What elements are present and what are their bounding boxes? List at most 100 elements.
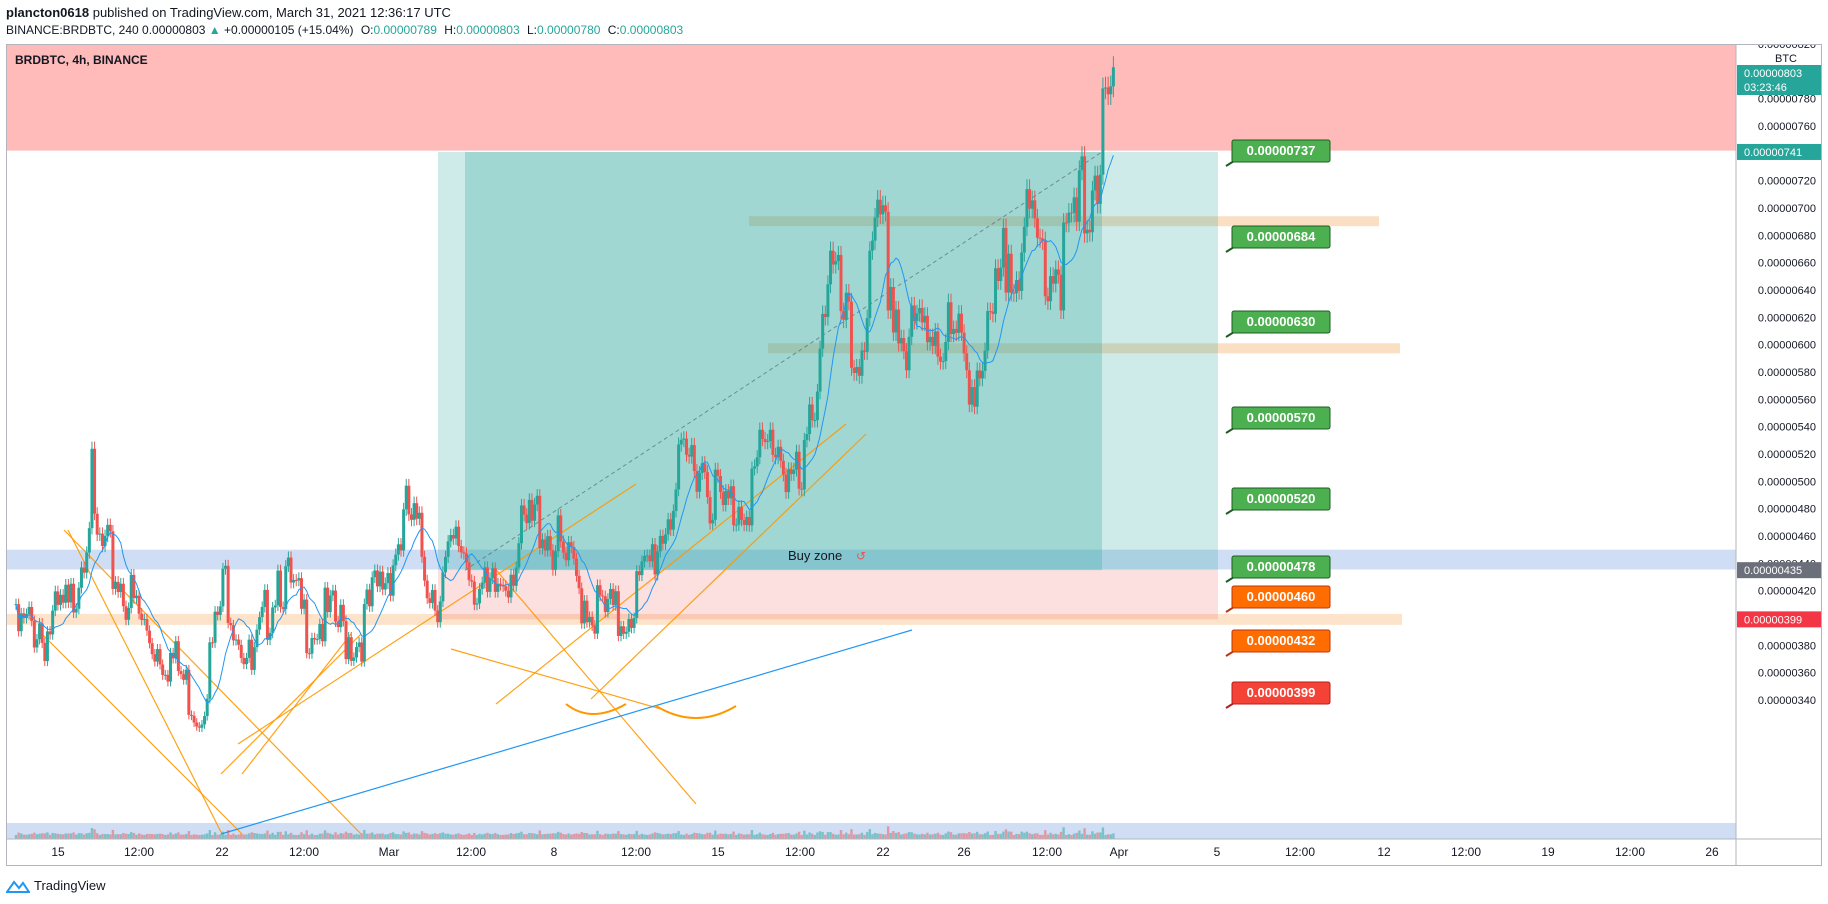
candle-body <box>959 313 963 333</box>
candle-body <box>467 562 471 581</box>
candle-body <box>433 589 437 611</box>
y-tick-label: 0.00000600 <box>1758 340 1816 352</box>
volume-bar <box>122 833 125 839</box>
y-tick-label: 0.00000820 <box>1758 44 1816 51</box>
author[interactable]: plancton0618 <box>6 5 90 20</box>
candle-body <box>43 642 47 662</box>
volume-bar <box>1002 831 1005 839</box>
volume-bar <box>1072 833 1076 839</box>
volume-bar <box>947 831 950 839</box>
candle-body <box>250 639 254 670</box>
candle-body <box>27 606 31 615</box>
candle-body <box>716 469 720 476</box>
candle-body <box>836 254 840 262</box>
trend-line-6 <box>241 633 352 775</box>
tradingview-footer[interactable]: TradingView <box>6 878 106 893</box>
candle-body <box>842 311 846 320</box>
published-text: published on TradingView.com, March 31, … <box>92 5 451 20</box>
high-value: 0.00000803 <box>456 23 520 37</box>
candle-body <box>543 539 547 551</box>
candle-body <box>789 469 793 474</box>
candle-body <box>276 570 280 606</box>
last-price: 0.00000803 <box>142 23 206 37</box>
volume-bar <box>132 832 136 839</box>
candle-body <box>1072 197 1076 213</box>
volume-bar <box>745 834 748 839</box>
volume-bar <box>714 830 717 839</box>
volume-bar <box>109 834 112 839</box>
volume-bar <box>740 833 743 839</box>
candle-body <box>430 589 434 603</box>
candle-body <box>818 348 822 392</box>
volume-bar <box>195 834 198 839</box>
volume-bar <box>331 834 335 839</box>
volume-bar <box>378 833 382 839</box>
volume-bar <box>38 833 41 839</box>
tradingview-logo-icon <box>6 879 30 893</box>
volume-bar <box>635 830 638 839</box>
volume-bar <box>601 834 604 839</box>
volume-bar <box>981 834 984 839</box>
candle-body <box>381 571 385 590</box>
volume-bar <box>483 833 487 839</box>
candle-body <box>216 611 220 615</box>
blue-trend-line <box>220 629 913 835</box>
candle-body <box>695 471 699 492</box>
x-tick-label: 12:00 <box>1032 845 1062 859</box>
candle-body <box>1056 269 1060 275</box>
candle-body <box>650 544 654 562</box>
volume-bar <box>944 833 947 839</box>
last-price-badge <box>1737 65 1822 95</box>
volume-bar <box>305 830 308 839</box>
volume-bar <box>915 834 919 839</box>
candle-body <box>826 284 830 318</box>
candle-body <box>569 542 573 548</box>
candle-body <box>1104 87 1108 89</box>
volume-bar <box>507 834 510 839</box>
candle-body <box>640 561 644 576</box>
candle-body <box>90 448 94 529</box>
volume-bar <box>418 834 421 839</box>
candle-body <box>1001 227 1005 268</box>
candle-body <box>538 495 542 549</box>
y-tick-label: 0.00000420 <box>1758 586 1816 598</box>
candle-body <box>79 567 83 588</box>
candle-body <box>383 583 387 590</box>
candle-body <box>506 590 510 598</box>
candle-body <box>645 555 649 557</box>
volume-bar <box>1036 833 1039 839</box>
volume-bar <box>795 833 798 839</box>
volume-bar <box>1109 834 1112 839</box>
volume-bar <box>82 834 86 839</box>
volume-bar <box>973 833 976 839</box>
target-1-box <box>1231 139 1331 163</box>
candle-body <box>35 639 39 648</box>
volume-bar <box>51 832 54 839</box>
footer-brand: TradingView <box>34 878 106 893</box>
price-chart[interactable]: Buy zone ↺ 0.00000737 0.00000684 0.00000630 0… <box>6 44 1822 866</box>
volume-bar <box>363 829 366 839</box>
volume-bar <box>1041 834 1044 839</box>
volume-bar <box>300 832 303 839</box>
candle-body <box>48 631 52 635</box>
volume-bar <box>1046 834 1050 839</box>
candle-body <box>205 698 209 717</box>
volume-bar <box>237 834 240 839</box>
candle-body <box>622 626 626 634</box>
candle-body <box>1025 189 1029 227</box>
candle-body <box>551 550 555 570</box>
candle-body <box>939 356 943 362</box>
candle-body <box>918 307 922 314</box>
candle-body <box>464 553 468 563</box>
candle-body <box>281 607 285 609</box>
volume-bar <box>420 831 424 839</box>
candle-body <box>425 580 429 599</box>
volume-bar <box>619 834 623 839</box>
volume-bar <box>308 834 311 839</box>
volume-bar <box>111 829 115 839</box>
candle-body <box>603 596 607 613</box>
candle-body <box>823 313 827 318</box>
close-value: 0.00000803 <box>619 23 684 37</box>
volume-bar <box>666 833 670 839</box>
volume-bar <box>491 834 494 839</box>
